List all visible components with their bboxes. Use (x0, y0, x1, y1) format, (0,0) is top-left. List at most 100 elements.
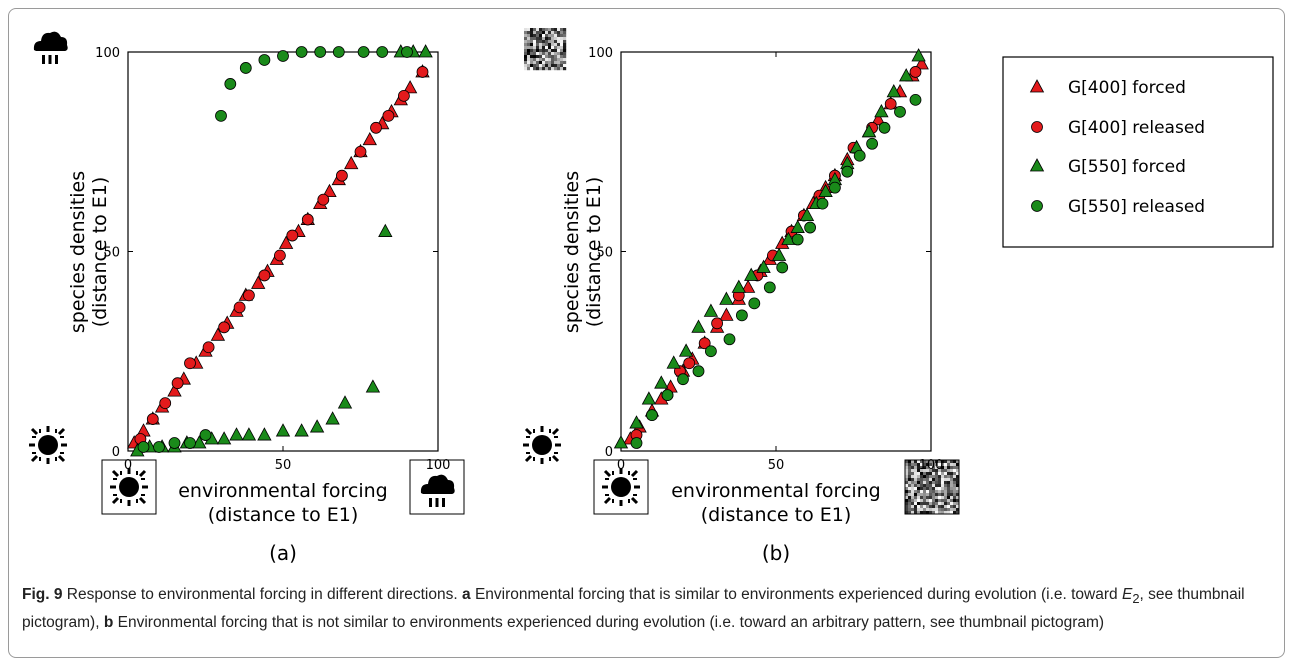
noise-cell (929, 496, 933, 500)
noise-cell (926, 481, 930, 485)
noise-cell (905, 499, 909, 503)
noise-cell (548, 40, 552, 44)
noise-cell (950, 490, 954, 494)
noise-cell (956, 484, 960, 488)
noise-cell (941, 499, 945, 503)
panel-b-g550-released-point (661, 389, 674, 402)
panel-a-g400-released-point (218, 321, 231, 334)
panel-a-g550-forced-point (241, 427, 257, 441)
noise-cell (950, 505, 954, 509)
panel-a-g400-released-point (233, 301, 246, 314)
panel-b-g550-released-point (804, 221, 816, 234)
panel-b-g550-forced-point (678, 343, 694, 357)
noise-cell (929, 508, 933, 512)
panel-b-ylabel-line1: species densities (561, 171, 583, 333)
noise-cell (944, 475, 948, 479)
noise-cell (917, 499, 921, 503)
noise-cell (539, 37, 543, 41)
noise-cell (557, 31, 561, 35)
noise-cell (563, 49, 567, 53)
noise-cell (563, 46, 567, 50)
noise-cell (941, 472, 945, 476)
noise-cell (563, 67, 567, 71)
noise-cell (914, 478, 918, 482)
noise-cell (551, 52, 555, 56)
noise-cell (944, 493, 948, 497)
panel-b-g550-forced-point (691, 319, 706, 333)
noise-cell (917, 475, 921, 479)
noise-cell (932, 484, 936, 488)
noise-cell (938, 466, 942, 470)
panel-b-g550-released-point (909, 93, 922, 106)
noise-cell (941, 508, 945, 512)
noise-cell (542, 28, 546, 32)
noise-cell (941, 511, 945, 515)
noise-cell (926, 511, 930, 515)
noise-cell (908, 496, 912, 500)
panel-b-g550-forced-point (790, 219, 805, 233)
noise-cell (527, 31, 531, 35)
noise-cell (530, 43, 534, 47)
noise-cell (932, 481, 936, 485)
panel-a-g550-forced-point (275, 423, 291, 437)
noise-cell (914, 469, 918, 473)
sun-icon (593, 459, 649, 515)
noise-cell (557, 55, 561, 59)
panel-b-label: (b) (762, 541, 790, 565)
noise-cell (908, 508, 912, 512)
panel-b-g400-forced-point (914, 56, 929, 70)
noise-cell (947, 499, 951, 503)
panel-a-g550-forced-point (294, 423, 309, 437)
noise-cell (920, 469, 924, 473)
noise-cell (542, 67, 546, 71)
noise-cell (545, 52, 549, 56)
noise-cell (545, 46, 549, 50)
noise-cell (956, 469, 960, 473)
noise-cell (935, 484, 939, 488)
noise-cell (533, 43, 537, 47)
noise-cell (560, 64, 564, 68)
noise-cell (542, 34, 546, 38)
noise-cell (953, 460, 957, 464)
noise-cell (935, 475, 939, 479)
noise-cell (536, 49, 540, 53)
noise-cell (920, 460, 924, 464)
noise-cell (533, 34, 537, 38)
noise-cell (917, 466, 921, 470)
noise-cell (932, 463, 936, 467)
noise-cell (563, 58, 567, 62)
noise-cell (524, 61, 528, 65)
noise-cell (533, 67, 537, 71)
noise-cell (917, 496, 921, 500)
legend-label-g550-released: G[550] released (1068, 197, 1205, 217)
noise-cell (932, 472, 936, 476)
noise-cell (953, 478, 957, 482)
noise-cell (539, 55, 543, 59)
noise-cell (941, 484, 945, 488)
panel-b-g550-forced-point (886, 84, 901, 98)
noise-cell (944, 496, 948, 500)
noise-cell (542, 43, 546, 47)
noise-cell (524, 67, 528, 71)
noise-cell (905, 475, 909, 479)
noise-cell (536, 55, 540, 59)
noise-cell (923, 511, 927, 515)
noise-cell (941, 478, 945, 482)
noise-cell (554, 43, 558, 47)
noise-cell (908, 499, 912, 503)
noise-cell (944, 508, 948, 512)
panel-b-g550-forced-point (781, 231, 796, 245)
noise-cell (911, 505, 915, 509)
panel-a-g550-forced-point (192, 435, 207, 449)
noise-cell (905, 466, 909, 470)
noise-cell (923, 460, 927, 464)
noise-cell (536, 31, 540, 35)
noise-cell (551, 64, 555, 68)
noise-cell (905, 490, 909, 494)
noise-cell (551, 31, 555, 35)
noise-cell (938, 484, 942, 488)
noise-cell (557, 43, 561, 47)
panel-b-g550-released-point (776, 261, 789, 274)
legend-marker-g550-forced (1029, 158, 1045, 172)
noise-cell (524, 52, 528, 56)
